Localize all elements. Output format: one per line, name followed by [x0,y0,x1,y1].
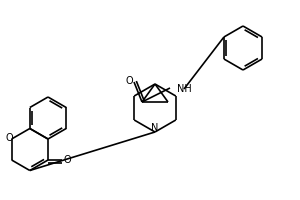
Text: N: N [151,123,159,133]
Text: NH: NH [177,84,192,94]
Text: O: O [125,76,133,86]
Text: O: O [63,155,71,165]
Text: O: O [6,133,14,143]
